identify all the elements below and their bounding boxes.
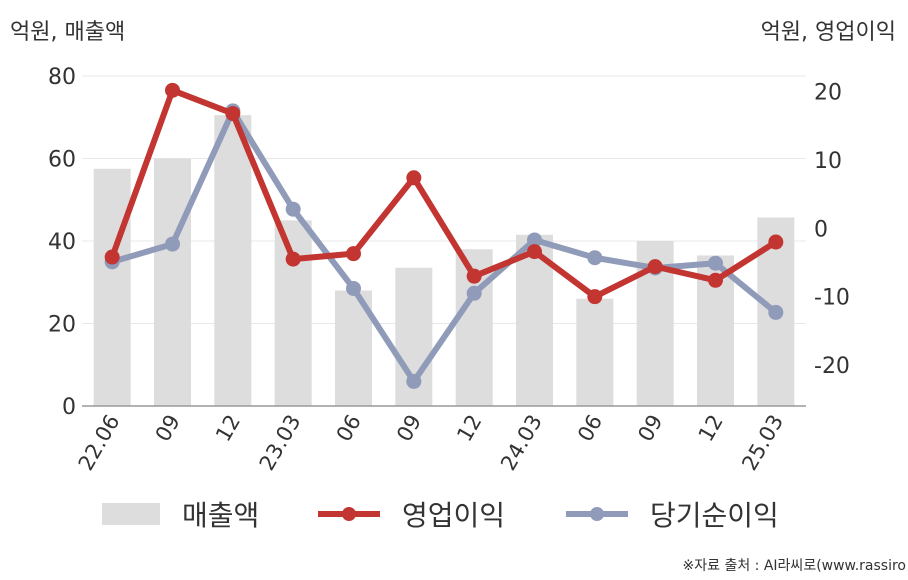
net-income-point [285,201,301,217]
revenue-bar [274,220,312,406]
right-axis-tick-label: 10 [814,149,842,174]
operating-profit-point [527,244,542,260]
operating-profit-point [466,268,482,284]
left-axis-tick-label: 40 [48,230,76,255]
x-axis-tick-label: 22.06 [74,411,125,475]
financial-chart: 0 20 40 60 80 -20 -10 0 10 20 22.06 09 12 23.03 06 09 12… [48,65,850,475]
left-axis-tick-label: 60 [48,148,76,173]
operating-profit-point [346,246,361,262]
operating-profit-point [285,251,301,267]
source-note: ※자료 출처 : AI라씨로(www.rassiro [682,558,906,574]
net-income-point [708,255,723,271]
operating-profit-point [104,249,120,265]
net-income-line [109,107,779,385]
left-axis-unit-label: 억원, 매출액 [10,20,126,45]
legend-label-operating-profit: 영업이익 [402,499,506,532]
right-axis-tick-label: -20 [814,354,850,379]
x-axis-tick-label: 09 [633,411,667,446]
revenue-bar [576,298,614,406]
left-axis-tick-label: 20 [48,313,76,338]
operating-profit-point [708,272,723,288]
x-axis-tick-label: 09 [151,411,185,446]
legend-label-net-income: 당기순이익 [650,499,779,532]
legend-item-revenue[interactable]: 매출액 [102,490,259,538]
operating-profit-point [768,234,784,250]
net-income-point [527,232,542,248]
net-income-point [346,280,361,296]
operating-profit-point [225,106,241,122]
right-axis-tick-label: -10 [814,286,850,311]
net-income-point [587,250,603,266]
x-axis-tick-label: 25.03 [737,411,788,475]
left-axis-tick-label: 80 [48,65,76,90]
chart-legend: 매출액 영업이익 당기순이익 [0,490,908,538]
right-axis-unit-label: 억원, 영업이익 [760,20,896,45]
legend-item-operating-profit[interactable]: 영업이익 [318,490,505,538]
operating-profit-line [109,87,779,300]
x-axis-tick-label: 06 [332,411,366,446]
x-axis-tick-label: 12 [211,411,245,446]
operating-profit-point [587,289,603,305]
x-axis-tick-label: 12 [694,411,728,446]
net-income-point [466,285,482,301]
legend-swatch-net-income [566,503,628,525]
net-income-point [406,373,422,389]
revenue-bar [93,168,131,406]
legend-swatch-operating-profit [318,503,380,525]
x-axis-tick-label: 24.03 [496,411,547,475]
net-income-point [768,304,784,320]
legend-label-revenue: 매출액 [182,499,260,532]
operating-profit-point [165,82,180,98]
legend-item-net-income[interactable]: 당기순이익 [566,490,779,538]
x-axis-tick-label: 23.03 [255,411,306,475]
x-axis-tick-label: 12 [452,411,486,446]
x-axis-tick-label: 06 [573,411,607,446]
operating-profit-point [647,259,663,275]
revenue-bar [154,158,191,406]
revenue-bar [214,115,252,406]
net-income-point [165,236,180,252]
x-axis-tick-label: 09 [392,411,426,446]
right-axis-tick-label: 0 [814,217,828,242]
right-axis-tick-label: 20 [814,81,842,106]
operating-profit-point [406,170,422,186]
legend-swatch-revenue [102,503,160,525]
left-axis-tick-label: 0 [62,395,76,420]
